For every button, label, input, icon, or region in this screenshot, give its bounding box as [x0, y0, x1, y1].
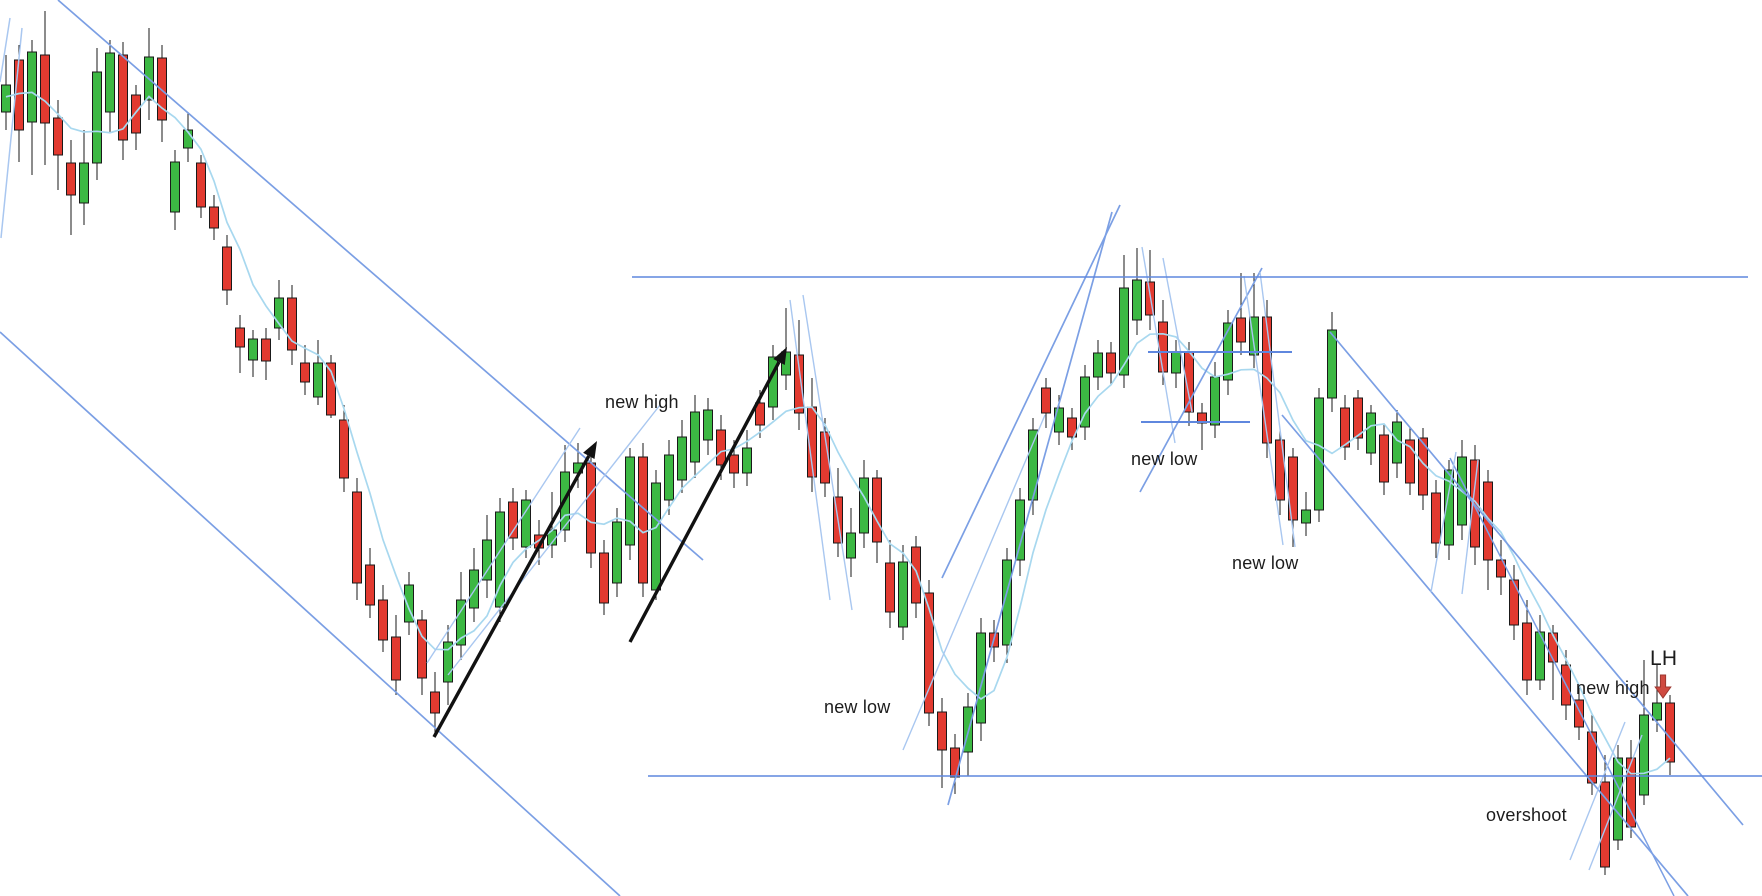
moving-average-line [5, 91, 1671, 775]
lower-high-arrow-icon [1654, 674, 1672, 699]
annotation-new-low-1: new low [824, 697, 891, 717]
swing-arrows-layer [432, 347, 787, 738]
annotation-new-low-3: new low [1232, 553, 1299, 573]
annotation-overshoot: overshoot [1486, 805, 1567, 825]
annotation-new-high-1: new high [605, 392, 679, 412]
annotation-lower-high: LH [1650, 647, 1678, 670]
annotation-new-high-2: new high [1576, 678, 1650, 698]
annotation-new-low-2: new low [1131, 449, 1198, 469]
